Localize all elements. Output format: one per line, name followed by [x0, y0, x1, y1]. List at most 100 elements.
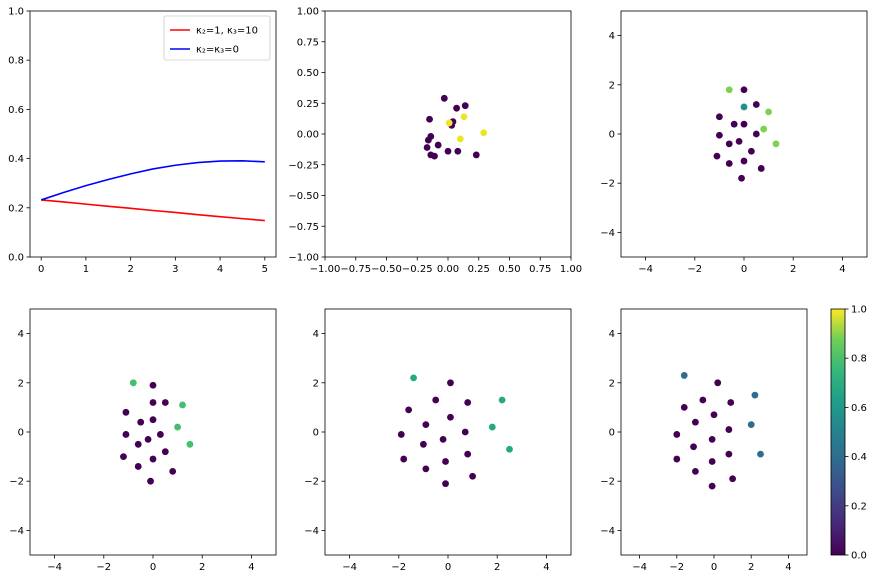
scatter-point: [740, 103, 748, 111]
colorbar-tick-label: 0.8: [851, 354, 867, 365]
y-tick-label: −2: [600, 477, 615, 488]
y-tick-label: 0: [18, 428, 24, 439]
legend-entry: κ₂=κ₃=0: [196, 45, 239, 56]
subplot-1: 0 1 2 3 4 5 0.0 0.2 0.4 0.6 0.8 1.0 κ₂=1, κ₃=10 κ₂=κ₃…: [8, 7, 277, 275]
x-tick-label: −2: [391, 562, 406, 573]
scatter-point: [692, 418, 699, 426]
x-tick-label: 0.00: [437, 264, 459, 275]
y-tick-label: 4: [609, 31, 615, 42]
scatter-point: [169, 467, 177, 475]
scatter-point: [440, 94, 448, 102]
scatter-point: [442, 458, 449, 465]
scatter-point: [699, 396, 707, 404]
y-tick-label: 4: [18, 329, 24, 340]
y-tick-label: 0: [609, 130, 615, 141]
scatter-point: [708, 458, 716, 465]
scatter-point: [772, 140, 780, 148]
x-tick-label: −1.00: [310, 264, 341, 275]
plot-area: [621, 309, 807, 555]
colorbar-tick-label: 0.2: [851, 501, 867, 512]
x-tick-label: 0: [445, 562, 451, 573]
y-tick-label: 2: [609, 378, 615, 389]
scatter-point: [423, 144, 431, 151]
scatter-point: [735, 137, 743, 145]
scatter-point: [757, 165, 765, 172]
scatter-point: [760, 125, 768, 133]
scatter-point: [405, 406, 413, 414]
x-tick-label: 1.00: [560, 264, 582, 275]
x-tick-label: 1: [83, 264, 89, 275]
scatter-point: [751, 391, 759, 399]
scatter-point: [740, 86, 748, 94]
scatter-point: [179, 401, 186, 409]
scatter-point: [757, 450, 764, 458]
axes-frame: [29, 10, 277, 258]
series-line-2: [40, 160, 265, 201]
y-tick-label: 0.6: [8, 105, 24, 116]
x-tick-label: 2: [748, 562, 754, 573]
x-tick-label: 4: [248, 562, 254, 573]
scatter-point: [149, 381, 157, 389]
legend-entry: κ₂=1, κ₃=10: [196, 26, 258, 37]
scatter-point: [488, 423, 496, 431]
y-tick-label: −0.75: [288, 222, 319, 233]
y-tick-label: 0.50: [297, 68, 319, 79]
y-tick-label: 0.4: [8, 154, 24, 165]
x-tick-label: −0.25: [402, 264, 433, 275]
x-tick-label: 0.50: [498, 264, 520, 275]
subplot-2: −1.00 −0.75 −0.50 −0.25 0.00 0.25 0.50 0.75 1.00…: [288, 7, 582, 276]
x-tick-label: −2: [669, 562, 684, 573]
x-tick-label: −4: [638, 264, 653, 275]
x-tick-label: 0: [38, 264, 44, 275]
y-tick-label: 1.00: [297, 7, 319, 18]
scatter-point: [673, 431, 681, 438]
scatter-point: [456, 135, 464, 143]
x-tick-label: −0.50: [371, 264, 402, 275]
scatter-point: [447, 413, 454, 421]
y-tick-label: 0.75: [297, 37, 319, 48]
plot-area: [325, 11, 571, 257]
scatter-point: [680, 404, 688, 411]
scatter-point: [144, 435, 152, 443]
scatter-point: [422, 465, 430, 473]
y-tick-label: 0.2: [8, 203, 24, 214]
y-tick-label: −4: [600, 228, 615, 239]
y-tick-label: 0.8: [8, 56, 24, 67]
colorbar-tick-label: 1.0: [851, 305, 867, 316]
scatter-point: [506, 445, 513, 453]
scatter-point: [740, 120, 748, 128]
scatter-point: [161, 399, 169, 406]
scatter-point: [129, 379, 137, 387]
series-line-1: [41, 199, 265, 222]
scatter-point: [134, 440, 142, 448]
scatter-point: [431, 152, 438, 160]
y-tick-label: −1.00: [288, 253, 319, 264]
x-tick-label: −0.75: [340, 264, 371, 275]
colorbar-tick-label: 0.4: [851, 452, 867, 463]
scatter-point: [716, 113, 723, 121]
scatter-point: [461, 428, 469, 436]
scatter-point: [122, 408, 130, 416]
scatter-point: [149, 455, 157, 463]
scatter-point: [727, 399, 735, 406]
scatter-point: [461, 102, 469, 110]
x-tick-label: −2: [687, 264, 702, 275]
scatter-point: [752, 101, 760, 108]
scatter-point: [444, 147, 452, 155]
scatter-point: [708, 482, 716, 490]
scatter-point: [765, 108, 772, 116]
scatter-point: [730, 120, 738, 128]
scatter-point: [738, 174, 745, 182]
scatter-point: [156, 431, 164, 438]
x-tick-label: 0: [711, 562, 717, 573]
x-tick-label: 2: [127, 264, 133, 275]
plot-area: [621, 11, 867, 257]
scatter-point: [680, 372, 688, 379]
x-tick-label: −4: [47, 562, 62, 573]
scatter-point: [725, 86, 733, 94]
scatter-point: [410, 374, 417, 382]
scatter-point: [134, 463, 142, 470]
scatter-point: [120, 453, 127, 460]
y-tick-label: 2: [609, 80, 615, 91]
scatter-point: [752, 130, 760, 138]
